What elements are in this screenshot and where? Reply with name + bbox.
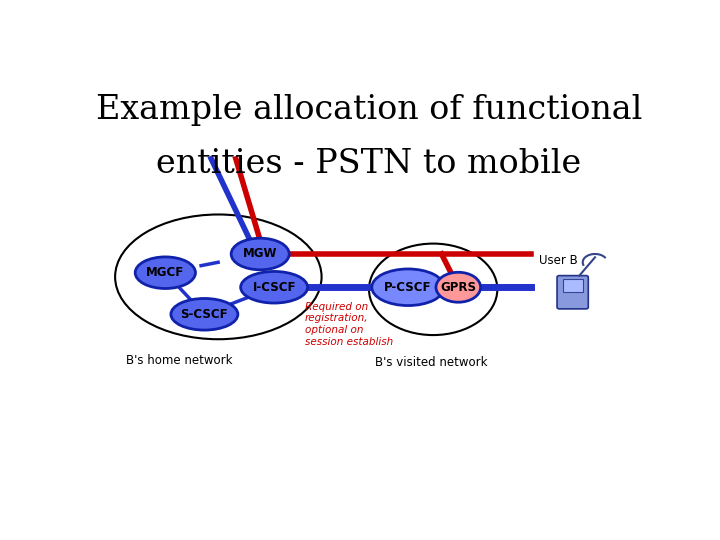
- Text: Example allocation of functional: Example allocation of functional: [96, 94, 642, 126]
- Text: entities - PSTN to mobile: entities - PSTN to mobile: [156, 148, 582, 180]
- Text: I-CSCF: I-CSCF: [253, 281, 296, 294]
- Ellipse shape: [372, 269, 444, 306]
- Text: MGCF: MGCF: [146, 266, 184, 279]
- Text: P-CSCF: P-CSCF: [384, 281, 432, 294]
- FancyBboxPatch shape: [557, 275, 588, 309]
- Ellipse shape: [240, 272, 307, 303]
- Text: Required on
registration,
optional on
session establish: Required on registration, optional on se…: [305, 302, 393, 347]
- Text: GPRS: GPRS: [441, 281, 477, 294]
- Text: B's visited network: B's visited network: [374, 356, 487, 369]
- Text: MGW: MGW: [243, 247, 277, 260]
- FancyBboxPatch shape: [562, 279, 582, 292]
- Ellipse shape: [171, 299, 238, 330]
- Text: User B: User B: [539, 254, 578, 267]
- Text: S-CSCF: S-CSCF: [181, 308, 228, 321]
- Text: B's home network: B's home network: [126, 354, 233, 367]
- Ellipse shape: [135, 257, 195, 288]
- Ellipse shape: [231, 238, 289, 270]
- Ellipse shape: [436, 272, 481, 302]
